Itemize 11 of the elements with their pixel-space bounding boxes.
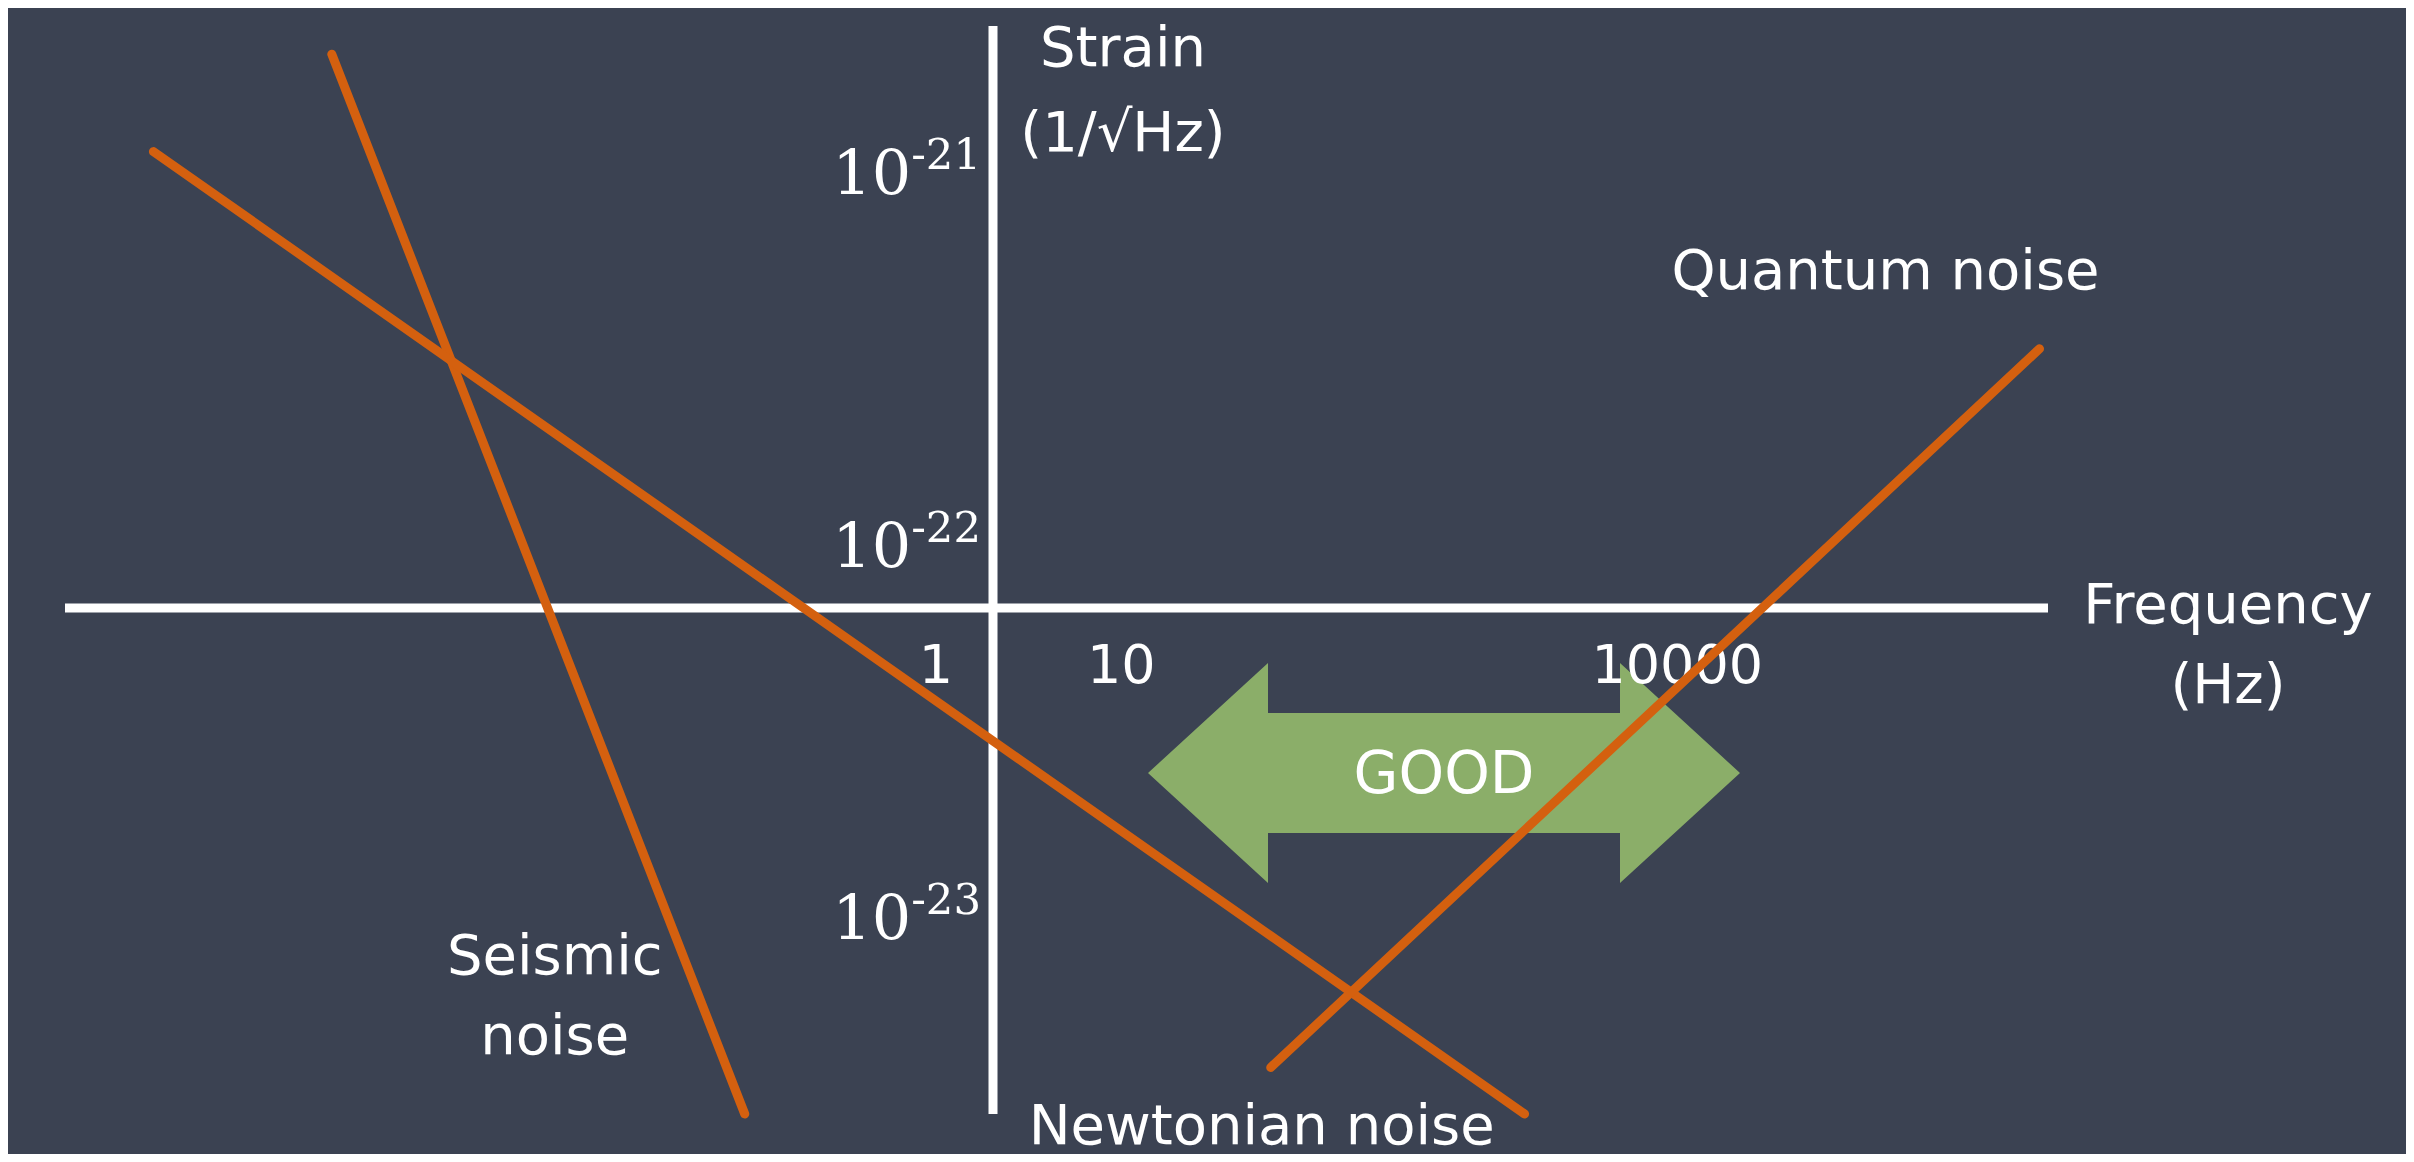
y-tick-label: 10$^{-22}$ bbox=[832, 501, 981, 582]
series-label: Quantum noise bbox=[1671, 236, 2100, 302]
x-tick-label: 1 bbox=[918, 633, 954, 697]
y-axis-title: Strain (1/√Hz) bbox=[1020, 14, 1226, 164]
x-axis-title: Frequency (Hz) bbox=[2083, 571, 2373, 717]
series-label: Newtonian noise bbox=[1028, 1092, 1495, 1157]
series-label: Seismic noise bbox=[446, 922, 663, 1067]
annotation: GOOD bbox=[1353, 739, 1535, 807]
x-tick-label: 10 bbox=[1086, 633, 1156, 697]
y-tick-label: 10$^{-23}$ bbox=[832, 874, 981, 955]
y-tick-label: 10$^{-21}$ bbox=[832, 129, 981, 210]
